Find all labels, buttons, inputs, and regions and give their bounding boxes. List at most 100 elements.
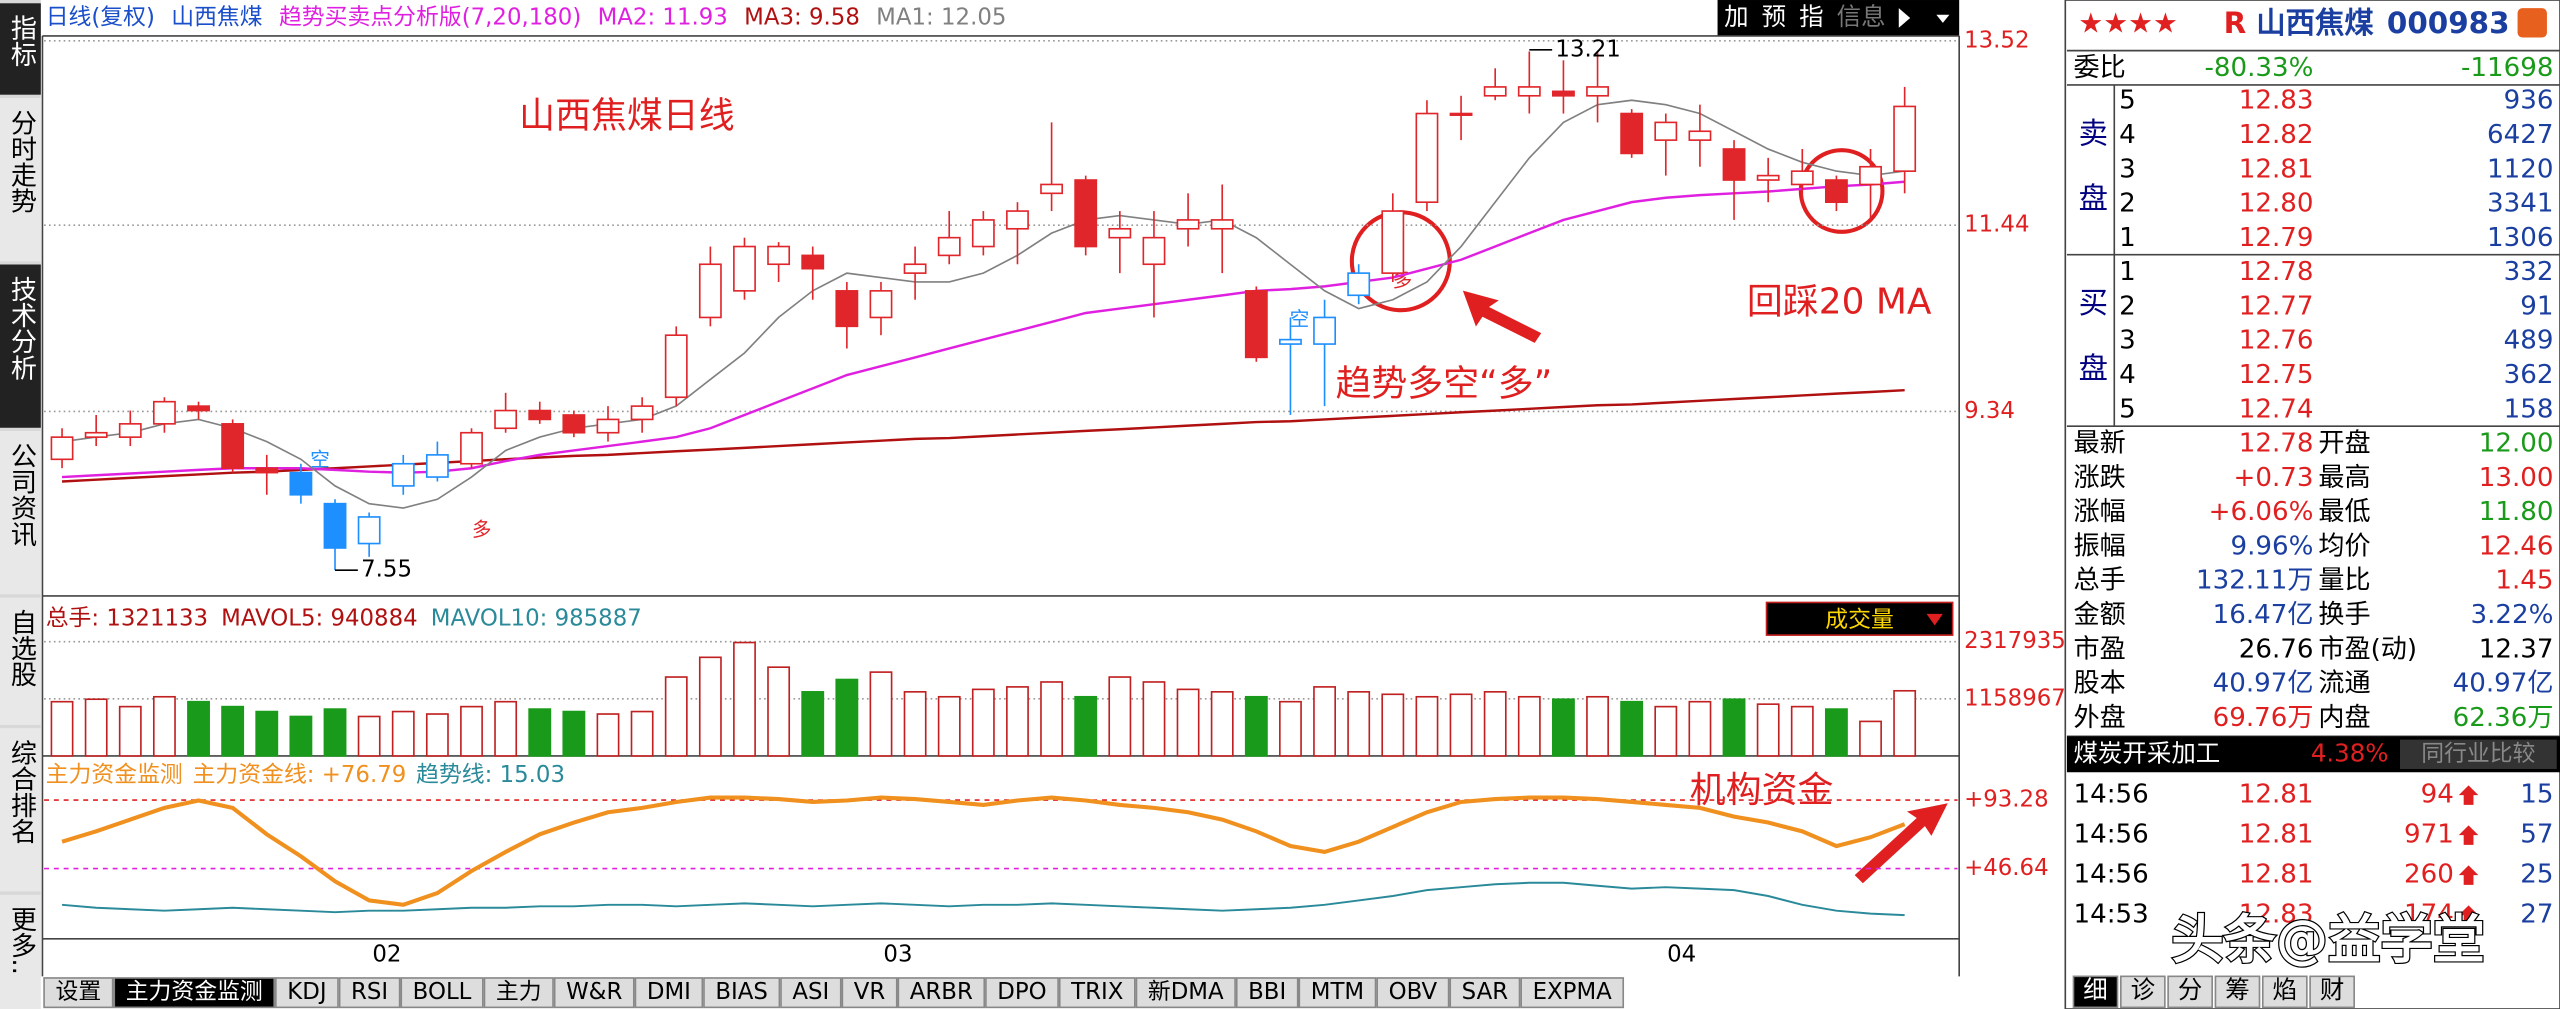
header-text: 日线(复权) [46,4,155,30]
stat-label: 涨跌 [2073,463,2125,493]
bottom-tab-label[interactable]: MTM [1311,979,1364,1005]
left-tab-label[interactable]: 分时走势 [6,109,37,213]
volume-bar [1859,720,1882,757]
bottom-tab[interactable] [483,977,554,1009]
quote-tab-label[interactable]: 细 [2083,975,2107,1004]
left-tab[interactable] [0,431,41,595]
bottom-tab[interactable] [1298,977,1377,1009]
bottom-tab-label[interactable]: DPO [997,979,1046,1005]
bottom-tab[interactable] [400,977,484,1009]
book-volume: 91 [2520,291,2553,321]
bottom-tab[interactable] [634,977,704,1009]
bottom-tab[interactable] [841,977,898,1009]
bottom-tab-label[interactable]: RSI [351,979,388,1005]
bottom-tab-label[interactable]: OBV [1389,979,1438,1005]
candle-body [84,431,108,438]
bottom-tab-label[interactable]: KDJ [287,979,326,1005]
volume-bar [1074,695,1098,757]
quote-tab[interactable] [2214,975,2261,1009]
left-tab-label[interactable]: 指标 [6,15,37,67]
compare-button[interactable] [2400,739,2557,769]
quote-tab-label[interactable]: 分 [2178,975,2202,1004]
bottom-tab[interactable] [275,977,339,1009]
arrow [1462,290,1542,343]
candle-body [1654,121,1678,141]
book-level: 2 [2119,189,2136,219]
bottom-tab[interactable] [985,977,1059,1009]
quote-tab-label[interactable]: 筹 [2225,975,2249,1004]
left-tab-label[interactable]: 自选股 [6,609,37,687]
left-tab-label[interactable]: 公司资讯 [6,442,36,546]
bottom-tab[interactable] [338,977,401,1009]
volume-bar [664,676,688,757]
bottom-tab-label[interactable]: TRIX [1070,979,1123,1005]
left-tab-label[interactable]: 综合排名 [6,740,37,844]
bottom-tab[interactable] [1520,977,1625,1009]
candle-body [1620,112,1644,155]
quote-tab-label[interactable]: 焰 [2273,975,2297,1004]
candle-body [1313,316,1336,345]
y-tick-label: 13.52 [1964,27,2029,53]
bottom-tab-label[interactable]: EXPMA [1533,979,1613,1005]
stat-label: 外盘 [2073,703,2125,733]
candle-body [1210,219,1234,230]
quote-tab[interactable] [2167,975,2213,1009]
compare-label[interactable]: 同行业比较 [2421,741,2535,767]
bottom-tab-label[interactable]: 主力 [496,979,542,1005]
left-tab[interactable] [0,264,41,428]
bottom-tab-label[interactable]: 主力资金监测 [126,979,263,1005]
toolbar-button[interactable]: 预 [1762,2,1786,31]
left-tab[interactable] [0,3,41,95]
candle-body [1142,236,1166,266]
toolbar-button[interactable]: 指 [1799,2,1823,31]
bottom-tab-label[interactable]: ASI [792,979,829,1005]
bottom-tab-label[interactable]: 设置 [56,979,102,1005]
stat-label: 流通 [2318,669,2370,699]
toolbar-button[interactable]: 加 [1724,2,1748,31]
left-tab[interactable] [0,728,41,892]
y-tick-label: 9.34 [1964,398,2015,424]
bottom-tab-label[interactable]: W&R [566,979,622,1005]
left-tab[interactable] [0,894,41,1009]
bottom-tab[interactable] [897,977,986,1009]
bottom-tab-label[interactable]: DMI [647,979,691,1005]
bottom-tab-label[interactable]: BBI [1248,979,1286,1005]
bottom-tab-label[interactable]: ARBR [910,979,973,1005]
quote-tab[interactable] [2309,975,2355,1009]
bottom-tab[interactable] [1235,977,1299,1009]
book-price: 12.81 [2239,154,2314,184]
volume-bar [801,691,825,757]
quote-tab[interactable] [2261,975,2308,1009]
quote-tab-label[interactable]: 诊 [2131,975,2155,1004]
bottom-tab[interactable] [703,977,781,1009]
bottom-tab-label[interactable]: 新DMA [1148,979,1224,1005]
bottom-tab-label[interactable]: VR [854,979,886,1005]
bottom-tab[interactable] [1135,977,1236,1009]
volume-button[interactable] [1765,601,1954,636]
left-tab[interactable] [0,97,41,262]
quote-tab-label[interactable]: 财 [2320,975,2344,1004]
stat-value: 132.11万 [2196,566,2313,596]
bottom-tab[interactable] [780,977,842,1009]
trend-line [61,881,1905,917]
bottom-tab-label[interactable]: BIAS [715,979,768,1005]
bottom-tab[interactable] [113,977,276,1009]
candle-body [937,236,961,257]
annotation: 趋势多空“多” [1336,363,1553,404]
quote-tab[interactable] [2072,975,2119,1009]
toolbar-button[interactable]: 信息 [1837,2,1886,31]
bottom-tab[interactable] [43,977,114,1009]
bottom-tab-label[interactable]: BOLL [413,979,472,1005]
bottom-tab[interactable] [1058,977,1136,1009]
bottom-tab[interactable] [1376,977,1450,1009]
bottom-tab-label[interactable]: SAR [1462,979,1509,1005]
quote-tab[interactable] [2119,975,2166,1009]
volume-bar [221,705,245,757]
volume-button-label[interactable]: 成交量 [1825,607,1894,633]
bottom-tab[interactable] [1449,977,1521,1009]
volume-bar [767,666,791,757]
bottom-tab[interactable] [553,977,635,1009]
left-tab-label[interactable]: 技术分析 [6,276,37,380]
left-tab[interactable] [0,597,41,725]
left-tab-label[interactable]: 更多.. [6,906,36,975]
